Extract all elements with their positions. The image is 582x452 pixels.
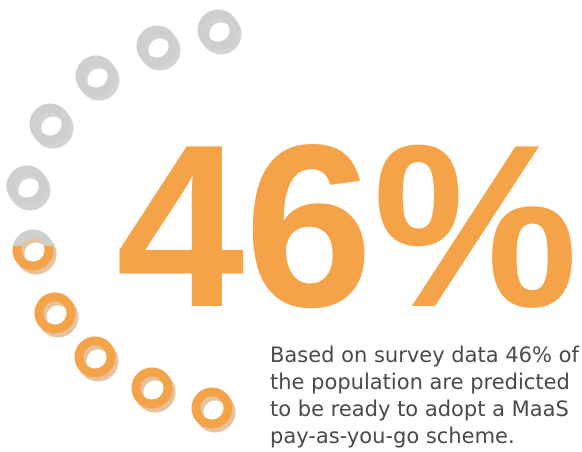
description-line: to be ready to adopt a MaaS bbox=[270, 397, 569, 421]
ring bbox=[197, 9, 242, 55]
ring bbox=[29, 103, 74, 149]
ring bbox=[136, 25, 181, 71]
ring bbox=[191, 387, 236, 433]
description-line: the population are predicted bbox=[270, 370, 570, 394]
ring-pictogram bbox=[6, 9, 242, 433]
ring bbox=[131, 367, 176, 413]
ring bbox=[12, 229, 57, 275]
description-line: pay-as-you-go scheme. bbox=[270, 424, 515, 448]
ring bbox=[6, 165, 51, 211]
description: Based on survey data 46% of the populatio… bbox=[270, 343, 579, 448]
ring bbox=[34, 292, 79, 338]
ring bbox=[75, 55, 120, 101]
headline-stat: 46% bbox=[116, 97, 578, 356]
description-line: Based on survey data 46% of bbox=[270, 343, 579, 367]
ring bbox=[74, 336, 119, 382]
